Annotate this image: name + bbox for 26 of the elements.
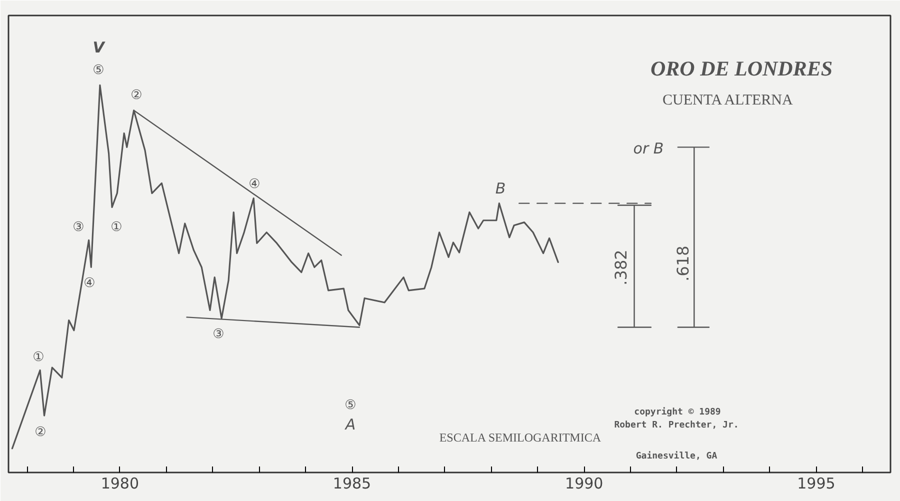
annotation: ① xyxy=(32,350,44,365)
x-tick-label: 1995 xyxy=(797,474,836,492)
annotation: ③ xyxy=(72,220,84,235)
annotation: ③ xyxy=(212,327,224,342)
annotation: .618 xyxy=(674,246,692,282)
annotation: ② xyxy=(130,88,142,103)
text: CUENTA ALTERNA xyxy=(662,92,794,108)
annotation: B xyxy=(495,180,506,198)
annotation: ① xyxy=(110,220,122,235)
annotation: ④ xyxy=(248,177,260,192)
annotation: Gainesville, GA xyxy=(636,450,718,462)
annotation: ② xyxy=(34,425,46,440)
annotation: ⑤ xyxy=(344,398,356,413)
text: V xyxy=(92,38,106,56)
x-tick-label: 1985 xyxy=(332,474,372,492)
annotation: Robert R. Prechter, Jr. xyxy=(614,420,739,430)
annotation: .382 xyxy=(612,250,630,286)
annotation: A xyxy=(344,416,356,434)
annotation: ④ xyxy=(84,276,96,291)
x-tick-label: 1990 xyxy=(565,474,604,492)
annotation: ESCALA SEMILOGARITMICA xyxy=(439,430,602,444)
annotation: or B xyxy=(633,140,664,158)
annotation: copyright © 1989 xyxy=(634,406,721,418)
x-tick-label: 1980 xyxy=(100,474,140,492)
text: ⑤ xyxy=(92,63,104,78)
chart-title: ORO DE LONDRES xyxy=(650,56,833,80)
